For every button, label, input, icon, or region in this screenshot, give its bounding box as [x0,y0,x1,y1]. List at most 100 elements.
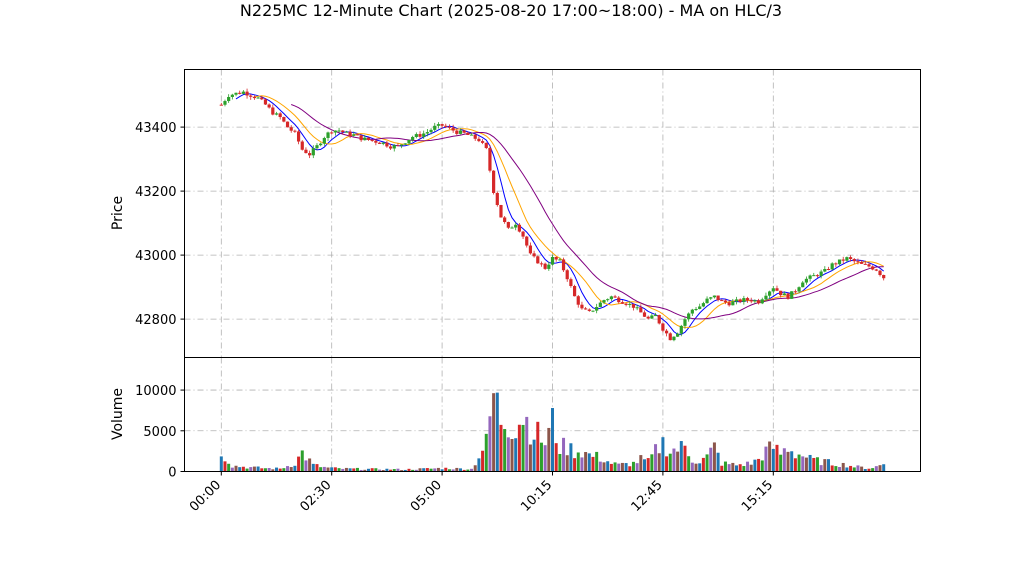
candle-body [503,217,507,223]
candle-body [495,192,499,206]
candle-body [293,130,297,132]
volume-bar [286,466,290,472]
candle-body [400,144,404,146]
candle-body [631,303,636,308]
candle-body [841,259,845,261]
candle-body [300,141,304,150]
volume-bar [459,468,462,472]
candle-body [668,333,672,341]
candle-body [223,101,227,105]
candle-body [230,94,234,97]
volume-bar [367,468,370,472]
volume-bar [219,456,223,472]
candle-body [322,137,326,144]
volume-bar [609,463,613,472]
candle-body [532,253,536,257]
volume-bar [381,470,385,472]
candle-body [797,287,801,292]
candle-body [779,290,783,296]
candle-body [856,261,860,263]
volume-bar [746,461,750,472]
volume-bar [477,458,481,472]
volume-bar [304,460,308,472]
candle-body [263,99,268,105]
volume-bar [444,467,448,472]
candle-body [407,139,411,144]
volume-bar [573,458,577,472]
candle-body [370,139,374,141]
candle-body [492,170,496,193]
volume-bar [841,462,845,472]
volume-bar [503,429,507,472]
volume-bar [525,416,529,472]
candle-body [477,138,481,142]
volume-bar [613,462,617,472]
volume-bar [768,441,772,472]
volume-bar [543,445,547,472]
volume-bar [374,468,378,472]
volume-bar [230,467,234,472]
candle-body [694,308,698,310]
candle-body [650,315,654,319]
volume-bar [698,463,702,472]
candle-body [377,142,382,144]
candle-body [602,300,606,303]
volume-bar [532,439,536,472]
volume-bar [830,465,834,472]
price-grid [184,69,921,358]
volume-bar [764,446,768,472]
volume-bar [403,469,407,472]
volume-bar [411,469,415,472]
candle-body [466,132,470,135]
volume-bar [551,408,554,472]
candle-body [606,299,610,301]
candle-body [786,293,790,299]
candle-body [676,333,680,337]
volume-bar [643,459,646,472]
volume-bar [871,468,875,472]
candle-body [815,275,820,277]
volume-bar [429,468,433,472]
x-tick-label: 00:00 [187,478,224,515]
candle-body [661,323,665,331]
candle-body [436,124,441,126]
candle-body [234,92,238,95]
volume-bar [271,469,275,472]
candle-body [429,129,433,133]
volume-bar [856,465,860,472]
candle-body [469,134,474,136]
candle-body [731,301,735,306]
candle-body [760,299,764,304]
volume-bar [392,469,396,472]
candle-body [848,257,853,259]
candle-body [510,227,514,229]
x-tick-label: 05:00 [408,478,445,515]
price-y-tick-label: 42800 [135,313,176,328]
candle-body [819,271,823,276]
candle-body [425,132,429,134]
volume-bar [628,466,632,472]
candle-body [330,132,334,134]
candle-body [860,261,864,264]
volume-bar [793,458,797,472]
candle-body [874,269,878,271]
candle-body [768,291,772,296]
volume-bar [639,455,643,472]
candle-body [790,291,794,299]
volume-bar [654,444,658,472]
volume-bar [834,466,838,472]
candle-body [613,296,617,298]
candle-body [219,104,223,106]
volume-bar [620,462,624,472]
volume-bar [687,456,691,472]
candle-body [245,91,249,96]
volume-bar [260,468,264,472]
volume-bar [436,467,440,472]
candle-body [521,231,525,237]
volume-bar [433,468,437,472]
volume-bar [547,427,551,472]
volume-bar [760,460,764,472]
volume-bar [344,467,348,472]
volume-bar [249,467,253,472]
candle-body [444,125,448,127]
